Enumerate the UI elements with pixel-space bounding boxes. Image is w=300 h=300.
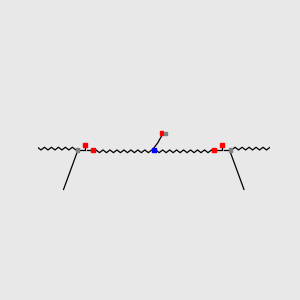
Bar <box>164 132 167 135</box>
Bar <box>220 143 224 147</box>
Bar <box>83 143 87 147</box>
Bar <box>160 131 164 135</box>
Bar <box>92 148 95 152</box>
Bar <box>229 148 232 152</box>
Bar <box>152 148 156 152</box>
Bar <box>76 148 79 152</box>
Bar <box>212 148 216 152</box>
